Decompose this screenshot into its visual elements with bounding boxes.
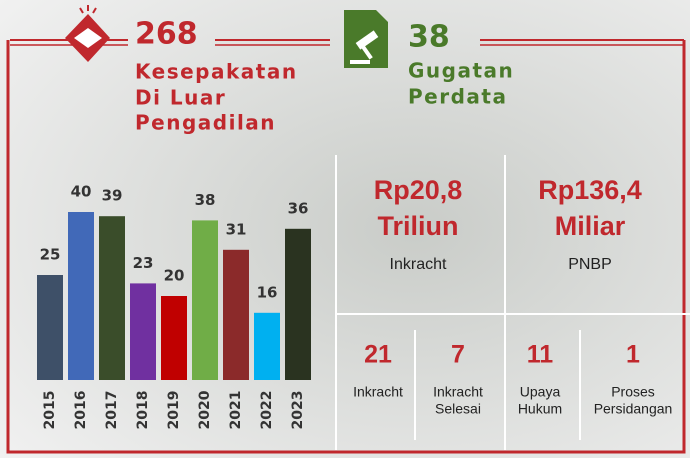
page: 268 Kesepakatan Di Luar Pengadilan 38 Gu…	[0, 0, 690, 458]
value-label: 40	[71, 183, 92, 201]
x-tick-label: 2022	[259, 391, 275, 430]
stat-label: Proses	[611, 384, 655, 400]
bar	[161, 296, 187, 380]
x-tick-label: 2017	[104, 391, 120, 430]
x-tick-label: 2015	[42, 391, 58, 430]
agreement-label: Kesepakatan	[135, 60, 298, 84]
lawsuit-label: Perdata	[408, 85, 507, 109]
x-tick-label: 2016	[73, 391, 89, 430]
value-label: 31	[226, 220, 247, 238]
big-amount: Triliun	[378, 211, 459, 241]
stat-value: 21	[364, 341, 392, 369]
bar	[223, 250, 249, 380]
stat-label: Inkracht	[433, 384, 483, 400]
stat-value: 1	[626, 341, 640, 369]
lawsuit-count: 38	[408, 20, 450, 55]
big-amount: Rp136,4	[538, 175, 642, 205]
bar	[192, 220, 218, 380]
lawsuit-label: Gugatan	[408, 59, 514, 83]
value-label: 39	[102, 187, 123, 205]
value-label: 25	[40, 246, 61, 264]
x-tick-label: 2021	[228, 391, 244, 430]
bar	[37, 275, 63, 380]
value-label: 16	[257, 283, 278, 301]
x-tick-label: 2018	[135, 391, 151, 430]
stat-label: Inkracht	[353, 384, 403, 400]
agreement-label: Di Luar	[135, 86, 226, 110]
bar	[99, 216, 125, 380]
big-amount: Miliar	[555, 211, 626, 241]
stat-label: Selesai	[435, 401, 481, 417]
stat-value: 7	[451, 341, 465, 369]
x-tick-label: 2023	[290, 391, 306, 430]
value-label: 23	[133, 254, 154, 272]
bar	[68, 212, 94, 380]
x-tick-label: 2020	[197, 390, 213, 429]
bar	[130, 283, 156, 380]
big-label: Inkracht	[390, 256, 447, 273]
big-amount: Rp20,8	[374, 175, 463, 205]
stat-label: Hukum	[518, 401, 562, 417]
bar	[254, 313, 280, 380]
stat-label: Persidangan	[594, 401, 673, 417]
infographic: 268 Kesepakatan Di Luar Pengadilan 38 Gu…	[0, 0, 690, 458]
x-tick-label: 2019	[166, 391, 182, 430]
agreement-count: 268	[135, 17, 198, 52]
stat-value: 11	[527, 341, 554, 369]
value-label: 38	[195, 191, 216, 209]
agreement-label: Pengadilan	[135, 111, 276, 135]
big-label: PNBP	[568, 256, 612, 273]
lawsuit-icon	[344, 10, 388, 68]
bar	[285, 229, 311, 380]
stat-label: Upaya	[520, 384, 561, 400]
value-label: 20	[164, 267, 185, 285]
value-label: 36	[288, 199, 309, 217]
